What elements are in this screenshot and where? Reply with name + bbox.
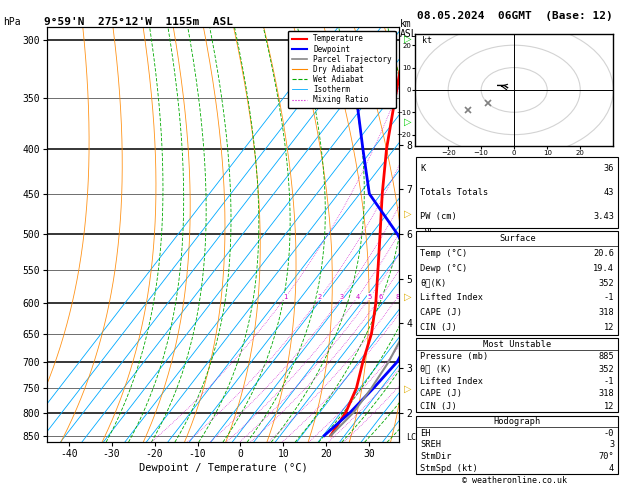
Bar <box>416 231 618 335</box>
Text: 318: 318 <box>599 389 615 399</box>
Text: hPa: hPa <box>3 17 21 27</box>
Text: 352: 352 <box>599 364 615 374</box>
Text: Dewp (°C): Dewp (°C) <box>420 264 468 273</box>
Bar <box>416 157 618 228</box>
Text: 12: 12 <box>604 402 615 411</box>
Legend: Temperature, Dewpoint, Parcel Trajectory, Dry Adiabat, Wet Adiabat, Isotherm, Mi: Temperature, Dewpoint, Parcel Trajectory… <box>288 31 396 108</box>
Text: 5: 5 <box>368 294 372 300</box>
Y-axis label: Mixing Ratio (g/kg): Mixing Ratio (g/kg) <box>421 179 431 290</box>
Text: Most Unstable: Most Unstable <box>483 340 552 349</box>
Text: ▷: ▷ <box>404 384 411 394</box>
Text: 885: 885 <box>599 352 615 361</box>
Text: 318: 318 <box>599 308 615 317</box>
Bar <box>416 338 618 413</box>
Text: Pressure (mb): Pressure (mb) <box>420 352 489 361</box>
Text: Surface: Surface <box>499 234 536 243</box>
Text: PW (cm): PW (cm) <box>420 212 457 221</box>
Text: ▷: ▷ <box>404 209 411 219</box>
Text: kt: kt <box>422 36 431 45</box>
Text: © weatheronline.co.uk: © weatheronline.co.uk <box>462 476 567 485</box>
Text: ASL: ASL <box>399 29 417 39</box>
X-axis label: Dewpoint / Temperature (°C): Dewpoint / Temperature (°C) <box>139 463 308 473</box>
Text: 08.05.2024  06GMT  (Base: 12): 08.05.2024 06GMT (Base: 12) <box>416 11 613 21</box>
Text: EH: EH <box>420 429 431 437</box>
Text: 70°: 70° <box>599 452 615 461</box>
Text: -0: -0 <box>604 429 615 437</box>
Text: 36: 36 <box>604 164 615 174</box>
Text: θᴄ(K): θᴄ(K) <box>420 278 447 288</box>
Text: θᴄ (K): θᴄ (K) <box>420 364 452 374</box>
Text: LCL: LCL <box>406 434 421 442</box>
Text: 12: 12 <box>604 323 615 332</box>
Text: 4: 4 <box>609 464 615 472</box>
Text: CAPE (J): CAPE (J) <box>420 308 462 317</box>
Text: CIN (J): CIN (J) <box>420 323 457 332</box>
Text: -1: -1 <box>604 377 615 386</box>
Text: 3.43: 3.43 <box>593 212 615 221</box>
Text: StmDir: StmDir <box>420 452 452 461</box>
Bar <box>416 416 618 474</box>
Text: Hodograph: Hodograph <box>494 417 541 426</box>
Text: SREH: SREH <box>420 440 442 449</box>
Text: K: K <box>420 164 426 174</box>
Text: Temp (°C): Temp (°C) <box>420 249 468 258</box>
Text: ▷: ▷ <box>404 117 411 126</box>
Text: 8: 8 <box>395 294 399 300</box>
Text: 43: 43 <box>604 188 615 197</box>
Text: CAPE (J): CAPE (J) <box>420 389 462 399</box>
Text: Lifted Index: Lifted Index <box>420 377 484 386</box>
Text: 6: 6 <box>378 294 382 300</box>
Text: StmSpd (kt): StmSpd (kt) <box>420 464 478 472</box>
Text: 20.6: 20.6 <box>593 249 615 258</box>
Text: 1: 1 <box>283 294 287 300</box>
Text: 2: 2 <box>318 294 322 300</box>
Text: -1: -1 <box>604 294 615 302</box>
Text: Totals Totals: Totals Totals <box>420 188 489 197</box>
Text: 3: 3 <box>609 440 615 449</box>
Text: ▷: ▷ <box>404 34 411 44</box>
Text: CIN (J): CIN (J) <box>420 402 457 411</box>
Text: 9°59'N  275°12'W  1155m  ASL: 9°59'N 275°12'W 1155m ASL <box>44 17 233 27</box>
Text: Lifted Index: Lifted Index <box>420 294 484 302</box>
Text: 3: 3 <box>340 294 343 300</box>
Text: 19.4: 19.4 <box>593 264 615 273</box>
Text: km: km <box>399 19 411 30</box>
Text: ▷: ▷ <box>404 292 411 301</box>
Text: 352: 352 <box>599 278 615 288</box>
Text: 4: 4 <box>355 294 360 300</box>
